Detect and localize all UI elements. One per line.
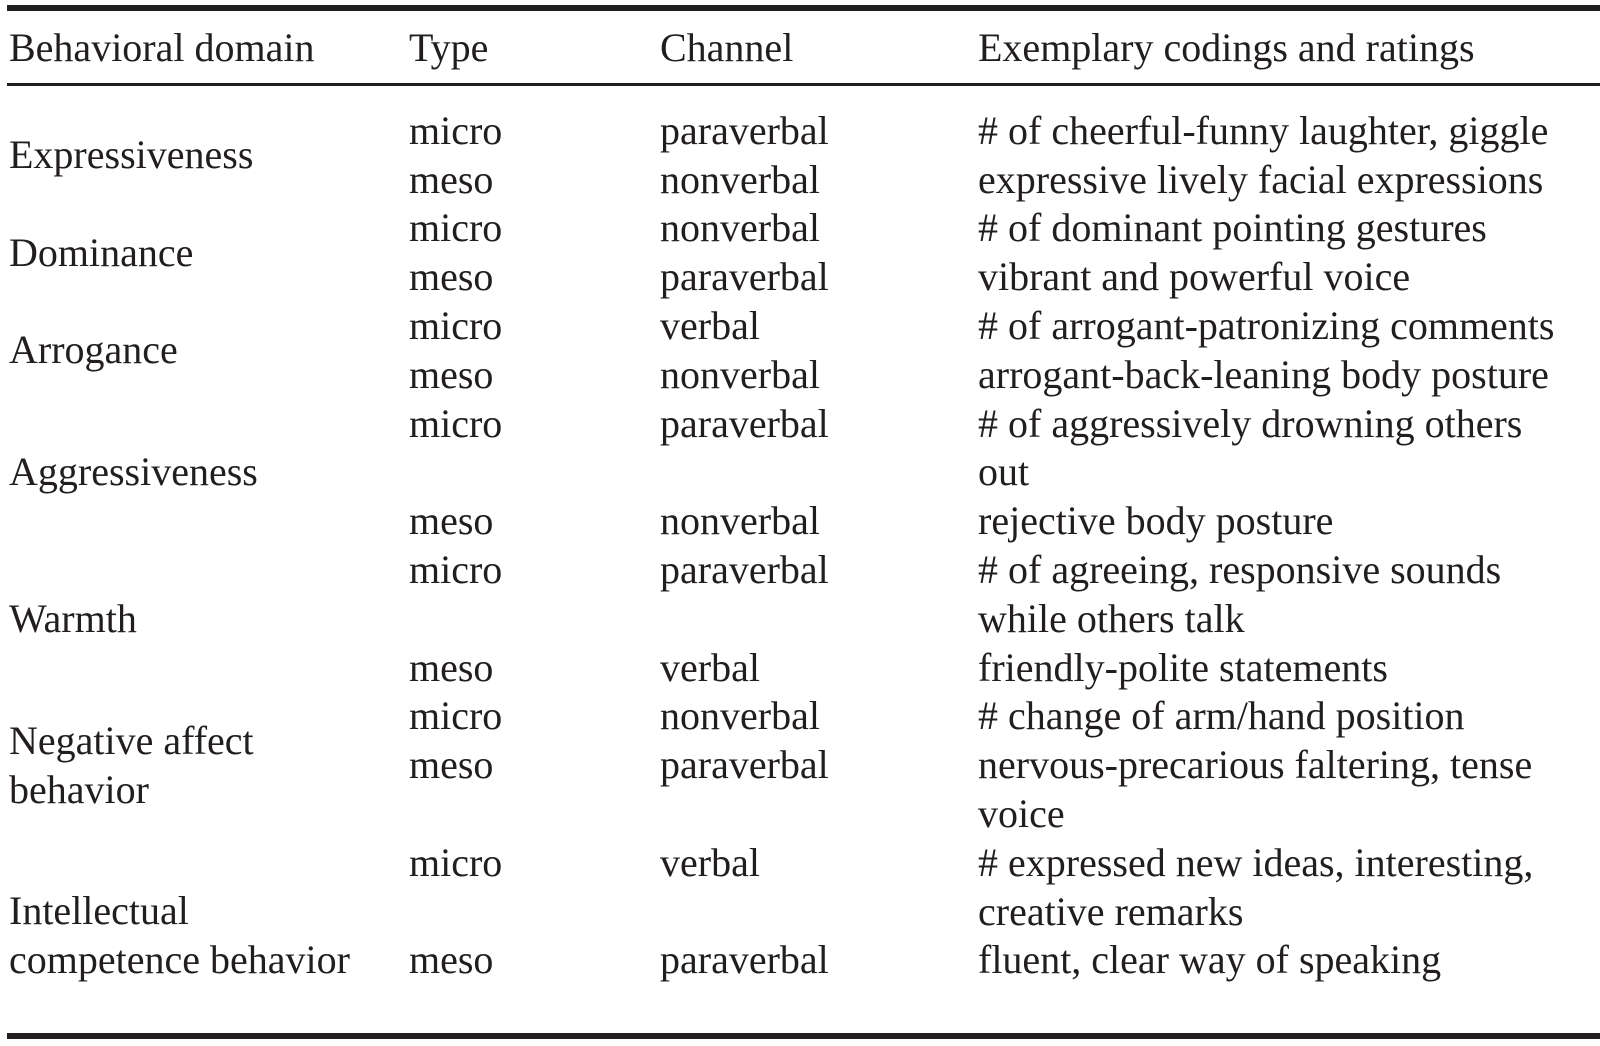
type-cell: micro <box>409 693 503 739</box>
channel-cell: nonverbal <box>660 156 820 202</box>
domain-cell: Expressiveness <box>9 132 254 178</box>
column-header-behavioral-domain: Behavioral domain <box>7 8 409 86</box>
table-row: meso nonverbal rejective body posture <box>7 497 1600 546</box>
table-row: Aggressiveness micro paraverbal # of agg… <box>7 400 1600 498</box>
channel-cell: paraverbal <box>660 742 829 788</box>
example-cell: expressive lively facial expressions <box>978 156 1544 202</box>
table-row: Intellectual competence behavior micro v… <box>7 839 1600 982</box>
example-cell: # of agreeing, responsive sounds while o… <box>978 546 1502 641</box>
type-cell: meso <box>409 498 494 544</box>
type-cell: meso <box>409 937 494 983</box>
channel-cell: paraverbal <box>660 400 829 446</box>
table-row: meso nonverbal expressive lively facial … <box>7 156 1600 205</box>
table-row: meso paraverbal nervous-precarious falte… <box>7 741 1600 839</box>
table-row: Dominance micro nonverbal # of dominant … <box>7 204 1600 274</box>
type-cell: meso <box>409 254 494 300</box>
domain-cell: Dominance <box>9 229 194 275</box>
channel-cell: nonverbal <box>660 498 820 544</box>
type-cell: meso <box>409 351 494 397</box>
type-cell: micro <box>409 839 503 885</box>
domain-cell: Negative affect behavior <box>9 717 254 812</box>
table-row: meso paraverbal fluent, clear way of spe… <box>7 936 1600 1036</box>
table-row: Expressiveness micro paraverbal # of che… <box>7 84 1600 177</box>
example-cell: # of dominant pointing gestures <box>978 205 1487 251</box>
type-cell: meso <box>409 156 494 202</box>
channel-cell: nonverbal <box>660 205 820 251</box>
example-cell: # of cheerful-funny laughter, giggle <box>978 107 1549 153</box>
channel-cell: paraverbal <box>660 107 829 153</box>
table-row: meso paraverbal vibrant and powerful voi… <box>7 253 1600 302</box>
type-cell: micro <box>409 400 503 446</box>
example-cell: rejective body posture <box>978 498 1334 544</box>
example-cell: # change of arm/hand position <box>978 693 1465 739</box>
type-cell: micro <box>409 302 503 348</box>
header-row: Behavioral domain Type Channel Exemplary… <box>7 8 1600 86</box>
domain-cell: Warmth <box>9 595 137 641</box>
channel-cell: verbal <box>660 302 760 348</box>
column-header-type: Type <box>409 8 660 86</box>
type-cell: micro <box>409 107 503 153</box>
table-row: Negative affect behavior micro nonverbal… <box>7 692 1600 811</box>
example-cell: nervous-precarious faltering, tense voic… <box>978 742 1533 836</box>
domain-cell: Aggressiveness <box>9 449 258 495</box>
domain-cell: Intellectual competence behavior <box>9 888 350 982</box>
channel-cell: nonverbal <box>660 351 820 397</box>
example-cell: # expressed new ideas, interesting, crea… <box>978 839 1534 934</box>
type-cell: meso <box>409 742 494 788</box>
column-header-channel: Channel <box>660 8 978 86</box>
example-cell: # of aggressively drowning others out <box>978 400 1523 495</box>
type-cell: micro <box>409 546 503 592</box>
channel-cell: nonverbal <box>660 693 820 739</box>
example-cell: arrogant-back-leaning body posture <box>978 351 1549 397</box>
behavior-codings-table: Behavioral domain Type Channel Exemplary… <box>7 5 1600 1040</box>
channel-cell: verbal <box>660 644 760 690</box>
type-cell: micro <box>409 205 503 251</box>
example-cell: fluent, clear way of speaking <box>978 937 1442 983</box>
example-cell: friendly-polite statements <box>978 644 1388 690</box>
type-cell: meso <box>409 644 494 690</box>
channel-cell: paraverbal <box>660 546 829 592</box>
example-cell: # of arrogant-patronizing comments <box>978 302 1555 348</box>
table-row: meso verbal friendly-polite statements <box>7 644 1600 693</box>
domain-cell: Arrogance <box>9 327 178 373</box>
example-cell: vibrant and powerful voice <box>978 254 1411 300</box>
column-header-exemplary-codings: Exemplary codings and ratings <box>978 8 1600 86</box>
table-row: Warmth micro paraverbal # of agreeing, r… <box>7 546 1600 644</box>
channel-cell: verbal <box>660 839 760 885</box>
channel-cell: paraverbal <box>660 254 829 300</box>
channel-cell: paraverbal <box>660 937 829 983</box>
table-row: Arrogance micro verbal # of arrogant-pat… <box>7 302 1600 372</box>
table-row: meso nonverbal arrogant-back-leaning bod… <box>7 351 1600 400</box>
